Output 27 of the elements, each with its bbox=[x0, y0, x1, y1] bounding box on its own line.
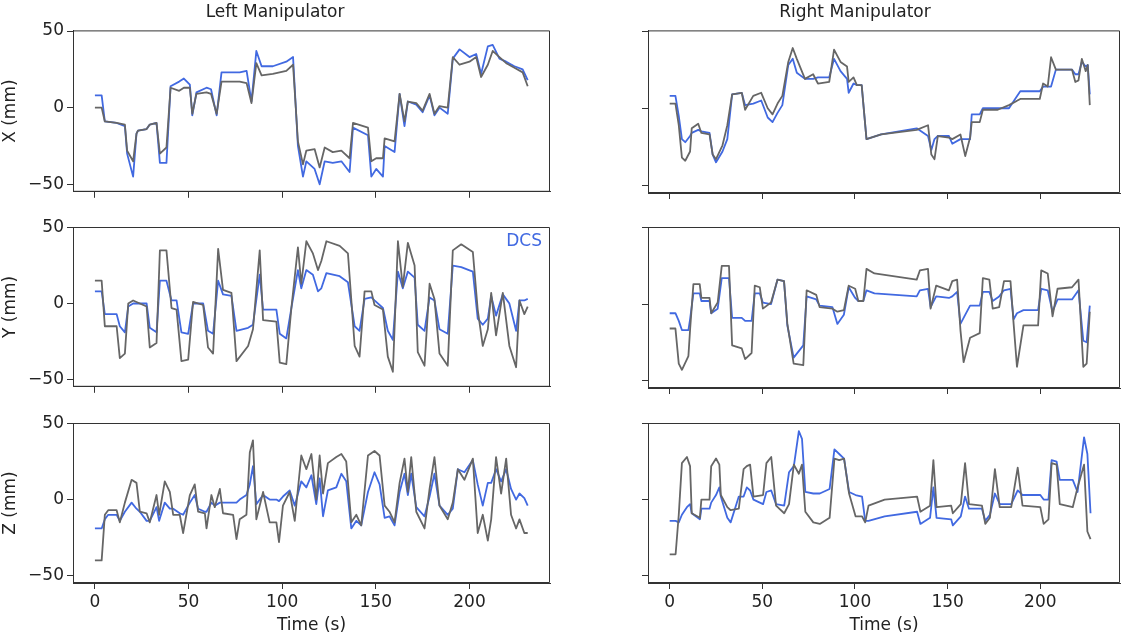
text: DCS bbox=[506, 229, 542, 250]
x-tick-label: 50 bbox=[751, 590, 774, 611]
y-tick-label: 0 bbox=[53, 291, 64, 312]
y-tick-label: 50 bbox=[42, 19, 64, 40]
y-axis-title: Y (mm) bbox=[0, 275, 19, 339]
y-tick-label: −50 bbox=[28, 172, 64, 193]
chart-title: Left Manipulator bbox=[205, 0, 345, 21]
x-tick-label: 0 bbox=[89, 590, 101, 611]
y-tick-label: −50 bbox=[28, 367, 64, 388]
x-tick-label: 50 bbox=[177, 590, 200, 611]
x-axis-title: Time (s) bbox=[275, 614, 347, 635]
y-tick-label: 0 bbox=[53, 488, 64, 508]
y-tick-label: 50 bbox=[42, 412, 64, 433]
x-tick-label: 100 bbox=[838, 590, 872, 611]
y-tick-label: 0 bbox=[53, 96, 64, 117]
x-axis-title: Time (s) bbox=[848, 614, 919, 635]
x-tick-label: 150 bbox=[359, 590, 393, 611]
x-tick-label: 200 bbox=[453, 590, 486, 611]
y-axis-title: X (mm) bbox=[0, 79, 19, 143]
x-tick-label: 150 bbox=[931, 590, 964, 611]
y-tick-label: 50 bbox=[42, 216, 64, 237]
y-tick-label: −50 bbox=[28, 563, 64, 584]
x-tick-label: 200 bbox=[1024, 590, 1057, 611]
y-axis-title: Z (mm) bbox=[0, 471, 19, 535]
chart-title: Right Manipulator bbox=[779, 0, 931, 21]
x-tick-label: 100 bbox=[265, 590, 299, 611]
x-tick-label: 0 bbox=[664, 590, 676, 611]
